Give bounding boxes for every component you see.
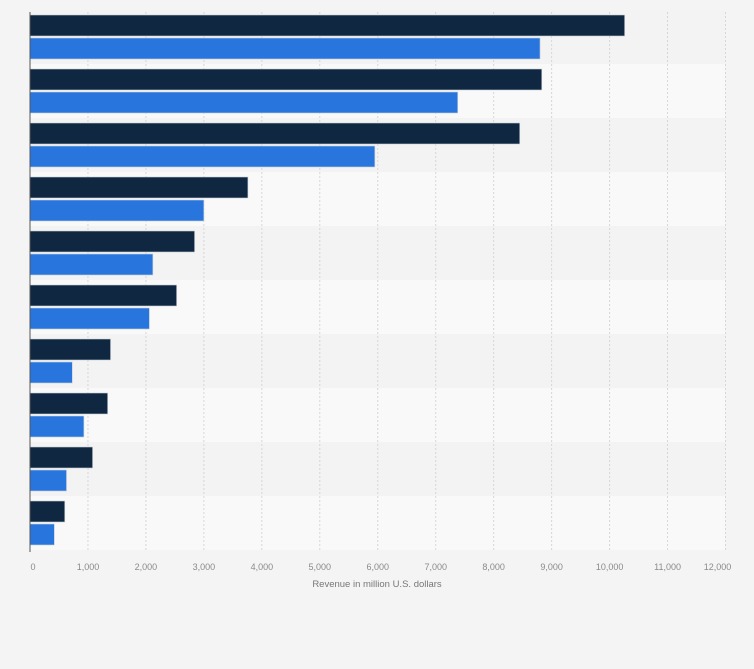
x-tick-label: 0 xyxy=(30,562,35,572)
x-tick-label: 8,000 xyxy=(482,562,505,572)
bar-series-1[interactable] xyxy=(29,122,521,145)
x-tick-label: 10,000 xyxy=(596,562,624,572)
x-tick-label: 9,000 xyxy=(540,562,563,572)
x-tick-label: 6,000 xyxy=(366,562,389,572)
x-tick-label: 3,000 xyxy=(193,562,216,572)
bar-series-2[interactable] xyxy=(29,361,73,384)
x-tick-label: 4,000 xyxy=(251,562,274,572)
bar-series-2[interactable] xyxy=(29,253,154,276)
bar-series-1[interactable] xyxy=(29,14,625,37)
bar-series-2[interactable] xyxy=(29,307,150,330)
x-axis-title: Revenue in million U.S. dollars xyxy=(312,579,442,590)
bar-series-2[interactable] xyxy=(29,523,55,546)
bar-series-1[interactable] xyxy=(29,338,111,361)
bar-series-2[interactable] xyxy=(29,199,205,222)
bar-series-1[interactable] xyxy=(29,500,66,523)
bar-series-2[interactable] xyxy=(29,415,85,438)
bar-series-2[interactable] xyxy=(29,37,541,60)
bar-series-1[interactable] xyxy=(29,230,195,253)
bar-series-2[interactable] xyxy=(29,91,459,114)
bar-series-1[interactable] xyxy=(29,284,177,307)
bar-series-2[interactable] xyxy=(29,145,376,168)
bar-series-1[interactable] xyxy=(29,176,249,199)
x-tick-label: 1,000 xyxy=(77,562,100,572)
x-tick-label: 7,000 xyxy=(424,562,447,572)
x-tick-label: 2,000 xyxy=(135,562,158,572)
bar-series-1[interactable] xyxy=(29,446,93,469)
x-tick-label: 11,000 xyxy=(654,562,681,572)
x-tick-label: 5,000 xyxy=(309,562,332,572)
x-tick-label: 12,000 xyxy=(704,562,732,572)
bar-series-1[interactable] xyxy=(29,68,543,91)
bar-series-2[interactable] xyxy=(29,469,67,492)
bar-series-1[interactable] xyxy=(29,392,108,415)
